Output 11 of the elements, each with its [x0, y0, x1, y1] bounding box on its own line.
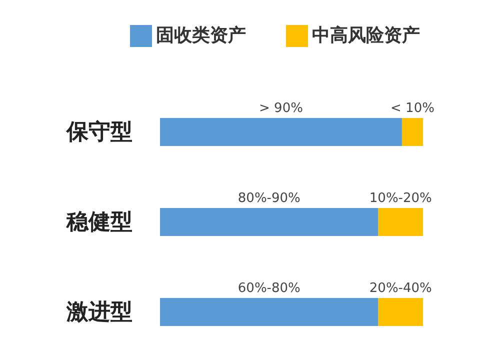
legend-label: 中高风险资产	[312, 25, 420, 46]
annotation: 20%-40%	[369, 281, 432, 296]
annotation: 10%-20%	[369, 191, 432, 206]
y-tick-label: 稳健型	[66, 210, 132, 235]
annotation: > 90%	[259, 101, 303, 116]
annotation: < 10%	[390, 101, 434, 116]
legend-label: 固收类资产	[156, 25, 246, 46]
y-tick-label: 激进型	[66, 300, 132, 325]
y-tick-label: 保守型	[66, 119, 132, 145]
annotation: 60%-80%	[238, 281, 300, 296]
annotation: 80%-90%	[238, 191, 300, 206]
